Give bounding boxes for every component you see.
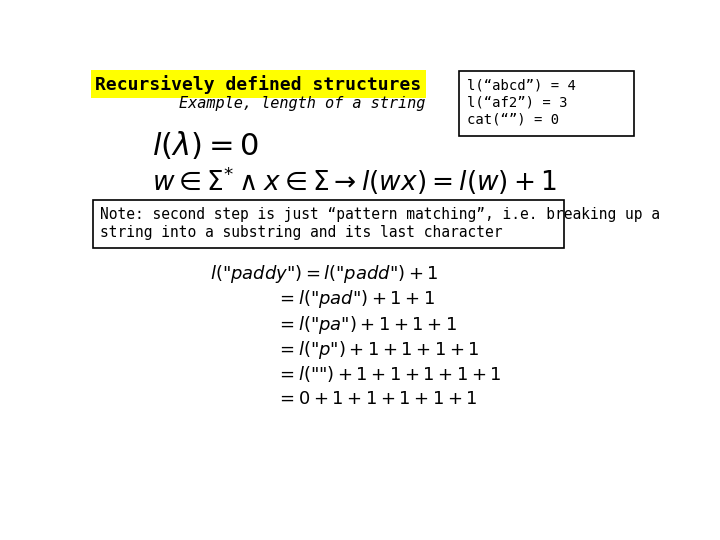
Text: $l(\lambda) = 0$: $l(\lambda) = 0$: [152, 130, 259, 161]
Text: string into a substring and its last character: string into a substring and its last cha…: [100, 225, 503, 240]
Text: $= l(\text{"} p\text{"})+1+1+1+1$: $= l(\text{"} p\text{"})+1+1+1+1$: [276, 339, 480, 361]
Text: $= l(\text{"} pa\text{"})+1+1+1$: $= l(\text{"} pa\text{"})+1+1+1$: [276, 314, 457, 335]
Text: Example, length of a string: Example, length of a string: [179, 96, 426, 111]
Text: cat(“”) = 0: cat(“”) = 0: [467, 112, 559, 126]
Text: l(“abcd”) = 4: l(“abcd”) = 4: [467, 79, 575, 93]
Text: Note: second step is just “pattern matching”, i.e. breaking up a: Note: second step is just “pattern match…: [100, 207, 660, 222]
Text: $= 0+1+1+1+1+1$: $= 0+1+1+1+1+1$: [276, 390, 477, 408]
Text: l(“af2”) = 3: l(“af2”) = 3: [467, 96, 567, 110]
Text: Recursively defined structures: Recursively defined structures: [96, 75, 422, 94]
FancyBboxPatch shape: [93, 200, 564, 248]
FancyBboxPatch shape: [459, 71, 634, 136]
Text: $= l(\text{"} pad\text{"})+1+1$: $= l(\text{"} pad\text{"})+1+1$: [276, 288, 435, 310]
Text: $w \in \Sigma^{*} \wedge x \in \Sigma \rightarrow l(wx) = l(w)+1$: $w \in \Sigma^{*} \wedge x \in \Sigma \r…: [152, 165, 557, 198]
Text: $= l(\text{""} )+1+1+1+1+1$: $= l(\text{""} )+1+1+1+1+1$: [276, 364, 502, 384]
Text: $l(\text{"} paddy\text{"}) = l(\text{"} padd\text{"})+1$: $l(\text{"} paddy\text{"}) = l(\text{"} …: [210, 262, 438, 285]
